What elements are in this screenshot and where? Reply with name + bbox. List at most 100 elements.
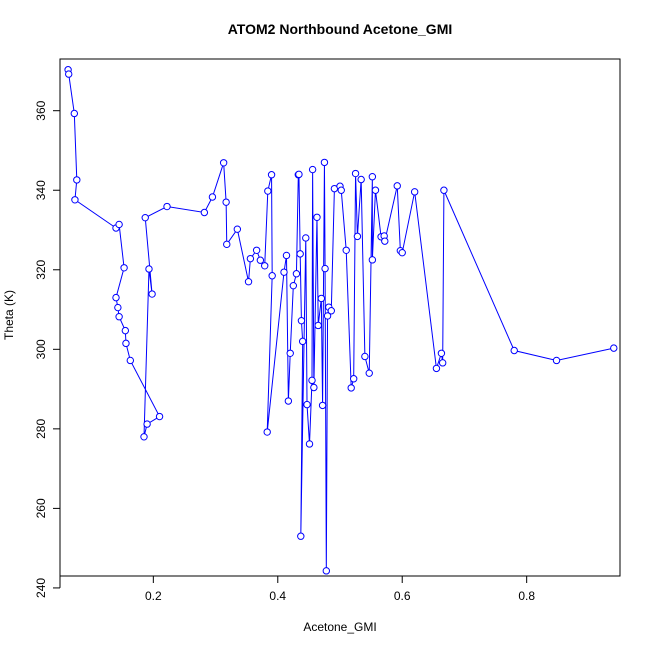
data-point xyxy=(318,401,327,410)
data-point xyxy=(297,316,306,325)
y-axis: 240 260 280 300 320 340 360 xyxy=(34,100,61,598)
data-point xyxy=(268,272,276,280)
data-point xyxy=(321,264,329,273)
data-point xyxy=(552,356,561,365)
data-point xyxy=(115,220,123,229)
data-point xyxy=(381,237,389,245)
data-point xyxy=(440,186,448,194)
data-point xyxy=(368,256,377,264)
data-point xyxy=(148,290,156,298)
data-point xyxy=(310,383,318,392)
data-point xyxy=(252,246,261,254)
data-point xyxy=(393,182,401,190)
data-point xyxy=(353,232,362,241)
data-point xyxy=(73,176,81,184)
data-point xyxy=(280,268,288,276)
data-point xyxy=(327,307,335,315)
data-point xyxy=(71,196,79,204)
data-point xyxy=(246,254,255,263)
data-point xyxy=(233,225,242,233)
y-tick-label: 320 xyxy=(34,259,48,279)
plot-frame xyxy=(59,58,621,577)
data-point xyxy=(510,346,518,355)
data-point xyxy=(308,165,317,174)
data-point xyxy=(296,250,304,258)
data-point xyxy=(347,384,355,392)
data-point xyxy=(303,400,311,409)
y-tick-label: 260 xyxy=(34,498,48,518)
data-point xyxy=(114,303,122,312)
y-tick-label: 280 xyxy=(34,419,48,439)
data-point xyxy=(342,246,350,254)
y-tick-label: 340 xyxy=(34,180,48,200)
data-point xyxy=(244,278,253,286)
data-point xyxy=(143,420,151,428)
data-point xyxy=(361,352,369,361)
x-tick-label: 0.8 xyxy=(518,589,535,603)
y-tick-label: 360 xyxy=(34,100,48,120)
y-axis-label: Theta (K) xyxy=(2,290,16,340)
data-point xyxy=(322,567,331,575)
data-point xyxy=(264,187,272,195)
series-points xyxy=(64,66,618,575)
data-point xyxy=(112,293,120,302)
data-point xyxy=(357,175,365,184)
data-point xyxy=(349,375,358,383)
data-point xyxy=(308,376,316,385)
data-point xyxy=(371,186,380,194)
data-point xyxy=(438,359,447,367)
data-point xyxy=(295,170,303,179)
data-point xyxy=(284,397,293,405)
data-point xyxy=(208,193,217,201)
data-point xyxy=(302,234,310,242)
x-axis-label: Acetone_GMI xyxy=(303,620,376,634)
data-point xyxy=(256,256,265,264)
data-point xyxy=(610,344,618,352)
data-point xyxy=(365,369,373,377)
data-point xyxy=(317,294,326,303)
data-point xyxy=(432,364,441,373)
data-point xyxy=(121,326,130,335)
data-point xyxy=(222,198,230,206)
data-point xyxy=(261,262,269,270)
data-point xyxy=(200,208,209,217)
data-point xyxy=(292,270,301,278)
data-point xyxy=(286,349,294,357)
data-point xyxy=(267,171,276,179)
data-point xyxy=(219,159,228,167)
data-point xyxy=(437,349,446,357)
data-point xyxy=(263,428,271,436)
series-line xyxy=(67,69,614,571)
data-point xyxy=(351,169,360,178)
data-point xyxy=(298,337,307,346)
data-point xyxy=(410,188,419,196)
data-point xyxy=(120,264,128,272)
data-point xyxy=(115,313,123,321)
data-point xyxy=(323,312,332,320)
data-point xyxy=(398,248,406,257)
data-point xyxy=(155,412,164,421)
data-point xyxy=(223,240,231,249)
data-point xyxy=(368,173,377,181)
y-tick-label: 240 xyxy=(34,578,48,598)
data-point xyxy=(70,109,79,118)
x-axis: 0.2 0.4 0.6 0.8 xyxy=(145,575,535,603)
data-point xyxy=(305,440,314,448)
data-point xyxy=(126,356,135,365)
data-point xyxy=(145,265,153,273)
data-point xyxy=(289,281,298,290)
data-point xyxy=(163,202,171,211)
data-point xyxy=(313,213,321,221)
series-lines xyxy=(67,69,614,571)
data-point xyxy=(141,213,149,222)
data-point xyxy=(337,186,345,194)
data-point xyxy=(140,433,148,441)
x-tick-label: 0.4 xyxy=(269,589,286,603)
data-point xyxy=(320,158,329,167)
data-point xyxy=(314,321,322,330)
data-point xyxy=(282,251,291,260)
data-point xyxy=(297,532,305,540)
data-point xyxy=(65,70,73,78)
